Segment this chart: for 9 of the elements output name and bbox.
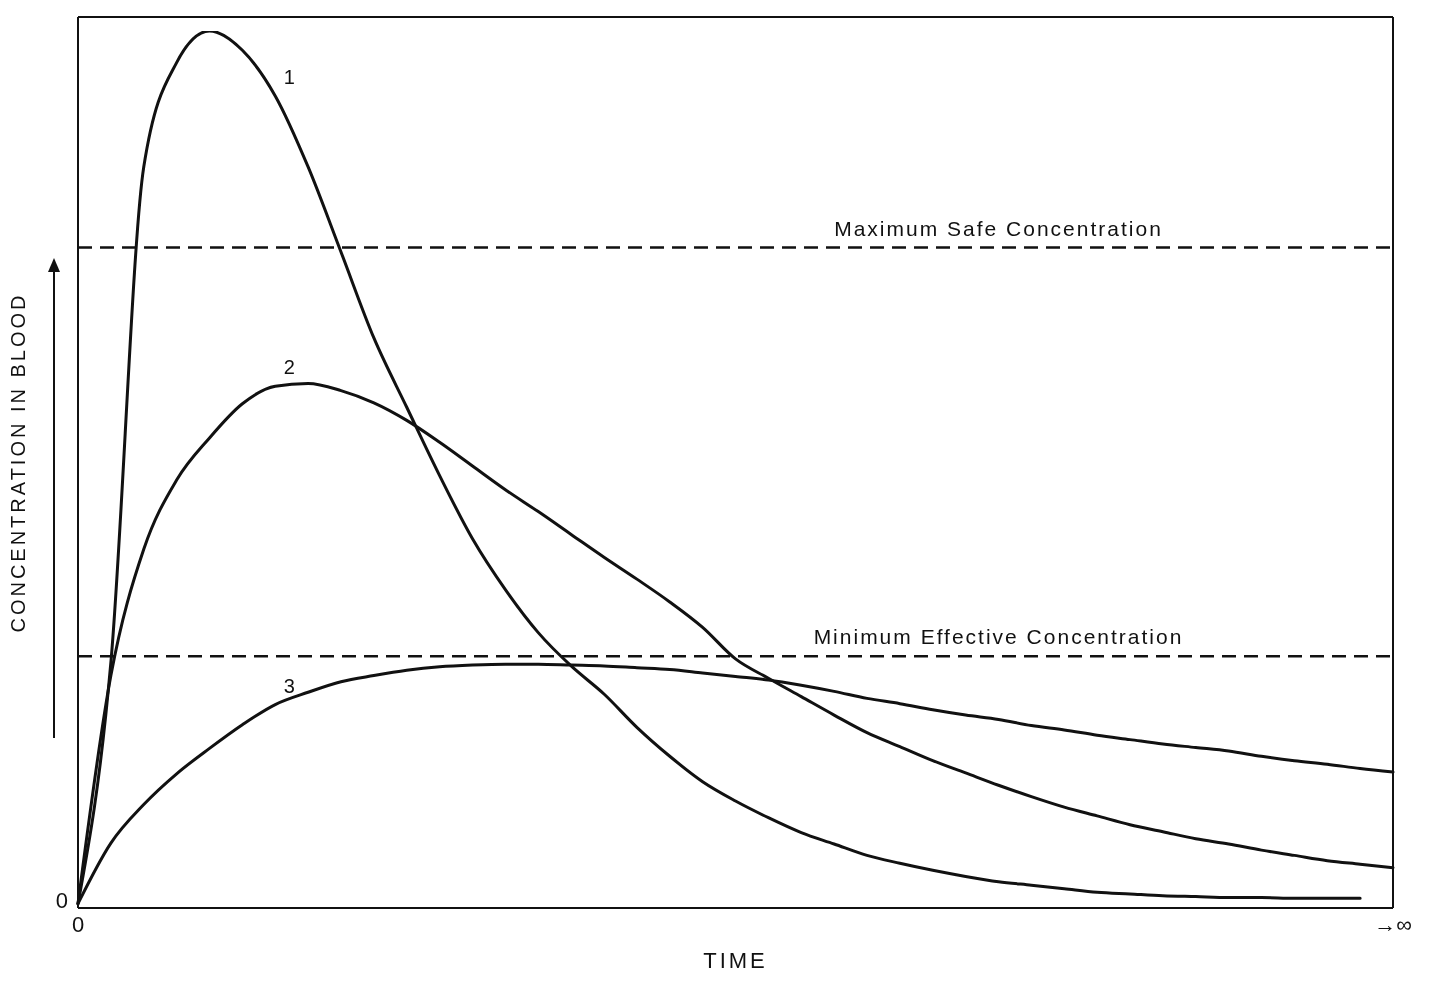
series-label: 2 [283, 356, 295, 379]
ref-line-label: Minimum Effective Concentration [813, 625, 1184, 649]
x-tick-label: →∞ [1374, 911, 1412, 937]
series-label: 3 [283, 674, 295, 697]
ref-line-label: Maximum Safe Concentration [834, 216, 1163, 240]
annotation: 0 [55, 888, 68, 913]
x-axis-title: TIME [703, 948, 768, 973]
y-axis-title: CONCENTRATION IN BLOOD [7, 292, 30, 633]
series-label: 1 [283, 65, 295, 88]
